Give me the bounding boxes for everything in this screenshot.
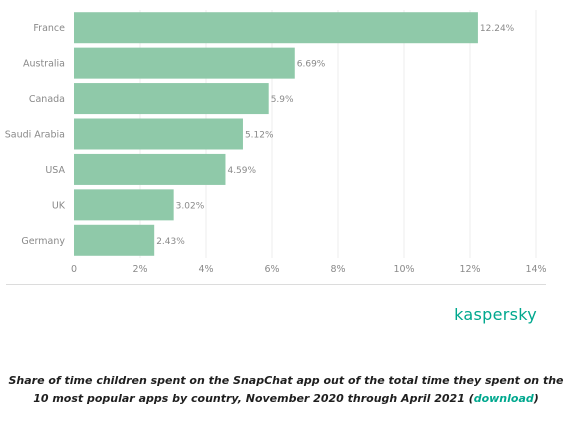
x-tick-label: 8% xyxy=(330,264,345,275)
divider xyxy=(6,284,546,285)
category-label: Canada xyxy=(29,94,65,105)
bar-chart: France Australia Canada Saudi Arabia USA UK Ge… xyxy=(5,10,547,275)
data-label: 5.12% xyxy=(245,131,274,141)
data-label: 5.9% xyxy=(271,95,294,105)
category-label: Australia xyxy=(23,59,65,70)
x-tick-label: 4% xyxy=(198,264,213,275)
category-label: France xyxy=(33,23,65,34)
data-label: 6.69% xyxy=(297,60,326,70)
x-tick-label: 12% xyxy=(459,264,480,275)
bar-canada xyxy=(74,83,269,115)
figure-caption: Share of time children spent on the Snap… xyxy=(0,372,572,408)
x-tick-label: 14% xyxy=(525,264,546,275)
bar-usa xyxy=(74,153,226,185)
data-label: 12.24% xyxy=(480,24,515,34)
bar-australia xyxy=(74,47,295,79)
caption-suffix: ) xyxy=(533,392,539,405)
x-tick-label: 2% xyxy=(132,264,147,275)
x-tick-label: 6% xyxy=(264,264,279,275)
bar-germany xyxy=(74,224,155,256)
bar-uk xyxy=(74,189,174,221)
x-tick-label: 10% xyxy=(393,264,414,275)
category-label: Germany xyxy=(21,236,65,247)
category-label: USA xyxy=(45,165,65,176)
x-axis-ticks: 0 2% 4% 6% 8% 10% 12% 14% xyxy=(71,264,547,275)
bars xyxy=(74,12,478,256)
x-tick-label: 0 xyxy=(71,264,77,275)
bar-saudi-arabia xyxy=(74,118,243,150)
data-label: 4.59% xyxy=(227,166,256,176)
category-labels: France Australia Canada Saudi Arabia USA UK Ge… xyxy=(5,23,66,247)
caption-text: Share of time children spent on the Snap… xyxy=(8,374,564,405)
data-label: 3.02% xyxy=(176,201,205,211)
download-link[interactable]: download xyxy=(473,392,534,405)
category-label: UK xyxy=(52,200,66,211)
data-label: 2.43% xyxy=(156,237,185,247)
kaspersky-logo: kaspersky xyxy=(454,305,537,324)
bar-france xyxy=(74,12,478,44)
category-label: Saudi Arabia xyxy=(5,130,65,141)
data-labels: 12.24% 6.69% 5.9% 5.12% 4.59% 3.02% 2.43% xyxy=(156,24,514,247)
